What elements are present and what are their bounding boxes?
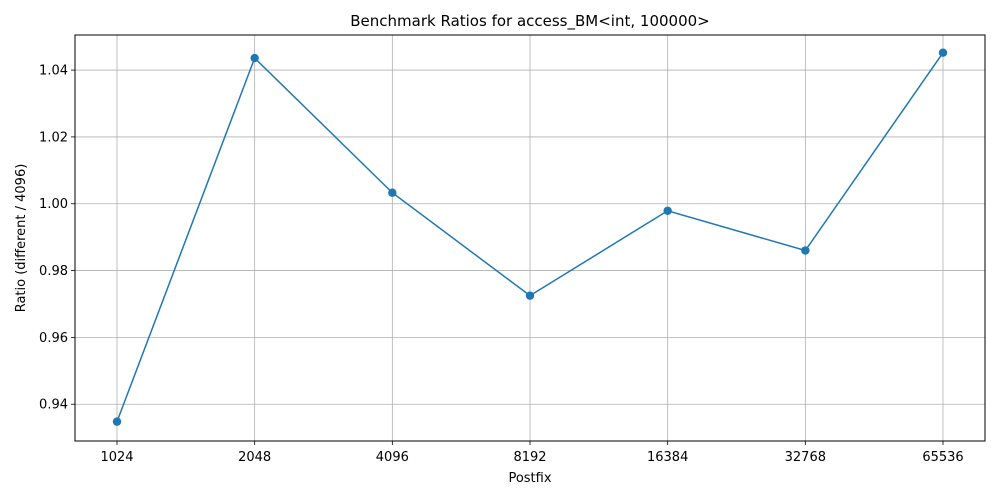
y-tick-label: 0.96 (39, 331, 68, 346)
data-point (938, 48, 948, 57)
data-point (388, 188, 397, 197)
x-tick-label: 16384 (647, 450, 688, 465)
data-point (525, 291, 535, 300)
y-axis: 0.94 0.96 0.98 1.00 1.02 1.04 (39, 64, 75, 413)
y-axis-label: Ratio (different / 4096) (14, 164, 29, 313)
x-axis-label: Postfix (508, 471, 551, 486)
data-point (250, 53, 259, 63)
y-tick-label: 1.04 (39, 64, 68, 79)
data-point (112, 417, 122, 426)
x-tick-label: 65536 (922, 450, 963, 465)
x-tick-label: 32768 (785, 450, 826, 465)
x-tick-label: 4096 (376, 450, 409, 465)
series-group (112, 48, 948, 426)
x-tick-label: 1024 (100, 450, 133, 465)
y-tick-label: 0.98 (39, 264, 68, 279)
grid (75, 35, 985, 441)
chart-title: Benchmark Ratios for access_BM<int, 1000… (350, 12, 709, 31)
x-tick-label: 8192 (513, 450, 546, 465)
data-point (663, 206, 672, 215)
data-point (801, 246, 810, 255)
y-tick-label: 1.02 (39, 130, 68, 145)
y-tick-label: 0.94 (39, 398, 68, 413)
x-axis: 1024 2048 4096 8192 16384 32768 65536 (100, 441, 964, 465)
y-tick-label: 1.00 (39, 197, 68, 212)
x-tick-label: 2048 (238, 450, 271, 465)
